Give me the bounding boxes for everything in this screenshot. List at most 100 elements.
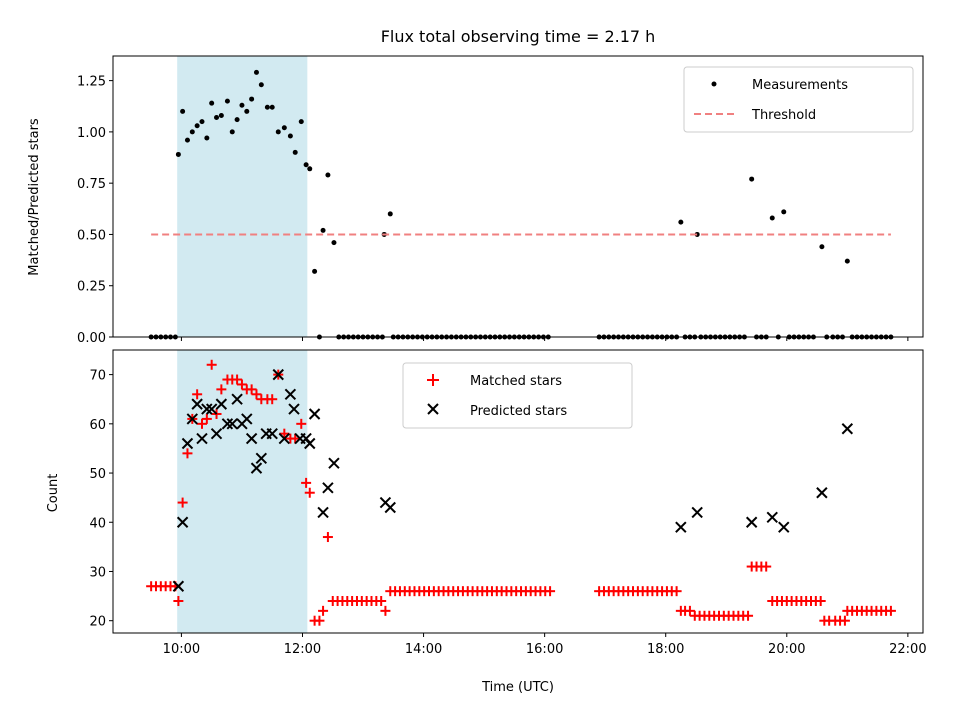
matched-stars-point bbox=[380, 605, 391, 616]
measurement-point bbox=[287, 133, 293, 139]
top-y-axis-label: Matched/Predicted stars bbox=[27, 118, 42, 276]
y-tick-label: 0.50 bbox=[77, 228, 106, 243]
measurement-point bbox=[224, 98, 230, 104]
measurement-point bbox=[180, 108, 186, 114]
predicted-stars-point bbox=[191, 398, 203, 410]
measurement-point bbox=[189, 129, 195, 135]
measurement-point bbox=[204, 135, 210, 141]
y-tick-label: 30 bbox=[89, 565, 106, 580]
top-legend: Measurements Threshold bbox=[683, 66, 914, 133]
observing-window-shade-top bbox=[177, 56, 308, 337]
bottom-panel: 20 30 40 50 60 70 10:00 12:00 14:00 16:00 18:00 20:… bbox=[46, 349, 927, 695]
predicted-stars-legend-label: Predicted stars bbox=[470, 404, 567, 419]
measurement-point bbox=[184, 137, 190, 143]
matched-stars-point bbox=[322, 532, 333, 543]
matched-stars-point bbox=[192, 389, 203, 400]
predicted-stars-point bbox=[284, 388, 297, 401]
matched-stars-point bbox=[206, 359, 217, 370]
measurement-point bbox=[307, 166, 313, 172]
matched-stars-point bbox=[173, 596, 184, 607]
matched-stars-point bbox=[296, 418, 307, 429]
measurement-point bbox=[269, 104, 275, 110]
predicted-stars-point bbox=[221, 418, 234, 430]
predicted-stars-legend-marker bbox=[427, 403, 439, 415]
y-tick-label: 40 bbox=[89, 516, 106, 531]
y-tick-label: 50 bbox=[89, 467, 106, 482]
predicted-stars-point bbox=[317, 506, 329, 519]
y-tick-label: 60 bbox=[89, 418, 106, 433]
matched-stars-point bbox=[318, 605, 329, 616]
predicted-stars-point bbox=[745, 516, 758, 528]
matched-stars-point bbox=[232, 374, 243, 385]
predicted-stars-point bbox=[288, 403, 300, 415]
matched-stars-point bbox=[304, 487, 315, 498]
predicted-stars-point bbox=[778, 521, 790, 533]
predicted-stars-point bbox=[245, 432, 258, 445]
matched-stars-point bbox=[236, 379, 247, 390]
measurements-legend-label: Measurements bbox=[752, 78, 848, 93]
top-axes-frame bbox=[112, 55, 924, 338]
predicted-stars-point bbox=[176, 516, 189, 528]
matched-stars-point bbox=[279, 428, 290, 439]
predicted-stars-point bbox=[328, 457, 340, 469]
measurement-point bbox=[175, 151, 181, 157]
predicted-stars-point bbox=[226, 418, 238, 430]
predicted-stars-point bbox=[250, 462, 263, 474]
threshold-legend-label: Threshold bbox=[751, 108, 816, 123]
measurement-point bbox=[694, 231, 700, 237]
measurement-point bbox=[214, 115, 220, 121]
predicted-stars-point bbox=[196, 432, 208, 445]
top-panel: 0.00 0.25 0.50 0.75 1.00 1.25 Matched/Predict… bbox=[27, 55, 924, 346]
predicted-stars-point bbox=[241, 413, 253, 425]
matched-stars-point bbox=[314, 615, 325, 626]
predicted-stars-point bbox=[691, 506, 703, 519]
matched-stars-point bbox=[267, 394, 278, 405]
y-tick-label: 20 bbox=[89, 615, 106, 630]
measurement-point bbox=[199, 119, 205, 125]
predicted-stars-point bbox=[201, 403, 213, 415]
x-tick-label: 12:00 bbox=[284, 642, 321, 657]
predicted-stars-point bbox=[816, 487, 828, 499]
y-tick-label: 1.25 bbox=[77, 75, 106, 90]
measurements-legend-marker bbox=[711, 81, 717, 87]
predicted-stars-point bbox=[255, 452, 268, 464]
predicted-stars-point bbox=[231, 393, 243, 405]
bottom-plot-marks bbox=[146, 359, 896, 626]
predicted-stars-point bbox=[215, 398, 228, 410]
top-legend-box bbox=[683, 66, 914, 133]
measurement-point bbox=[234, 117, 240, 123]
predicted-stars-point bbox=[322, 482, 334, 494]
predicted-stars-point bbox=[675, 521, 687, 533]
matched-stars-legend-marker bbox=[427, 374, 439, 386]
x-tick-label: 18:00 bbox=[647, 642, 684, 657]
matched-stars-point bbox=[290, 433, 301, 444]
matched-stars-point bbox=[839, 615, 850, 626]
measurement-point bbox=[244, 108, 250, 114]
matched-stars-point bbox=[885, 605, 896, 616]
bottom-y-axis-label: Count bbox=[46, 474, 61, 513]
measurement-point bbox=[239, 102, 245, 108]
predicted-stars-point bbox=[172, 580, 185, 592]
matched-stars-point bbox=[182, 448, 193, 459]
chart-title: Flux total observing time = 2.17 h bbox=[381, 27, 656, 46]
predicted-stars-point bbox=[205, 403, 218, 415]
y-tick-label: 1.00 bbox=[77, 126, 106, 141]
matched-stars-point bbox=[376, 596, 387, 607]
measurement-point bbox=[331, 240, 337, 246]
predicted-stars-point bbox=[308, 408, 321, 420]
measurement-point bbox=[781, 209, 787, 215]
predicted-stars-point bbox=[181, 437, 194, 450]
y-tick-label: 0.00 bbox=[77, 331, 106, 346]
x-tick-label: 14:00 bbox=[405, 642, 442, 657]
measurement-point bbox=[749, 176, 755, 182]
x-axis-label: Time (UTC) bbox=[481, 680, 554, 695]
measurement-point bbox=[678, 219, 684, 225]
measurement-point bbox=[275, 129, 281, 135]
y-tick-label: 0.75 bbox=[77, 177, 106, 192]
measurement-point bbox=[844, 258, 850, 264]
measurement-point bbox=[769, 215, 775, 221]
matched-stars-point bbox=[545, 586, 556, 597]
measurement-point bbox=[253, 69, 259, 75]
predicted-stars-point bbox=[304, 437, 316, 450]
